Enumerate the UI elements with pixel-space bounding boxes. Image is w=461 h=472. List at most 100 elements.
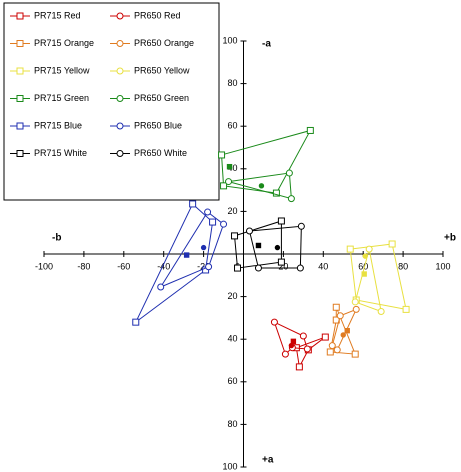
legend-marker [16,122,24,130]
legend-label: PR650 Blue [134,120,182,130]
y-tick-label: 80 [227,78,237,88]
legend-marker [16,67,24,75]
data-point [285,169,293,177]
y-axis-label-neg: -a [262,39,271,50]
data-point [245,227,253,235]
legend-marker [16,150,24,157]
y-tick-label: 40 [227,334,237,344]
data-point [306,126,314,134]
data-point [332,303,340,311]
x-tick-label: -60 [117,261,130,271]
legend-marker [16,95,24,102]
mean-point [258,183,265,189]
x-tick-label: 20 [278,261,288,271]
y-axis-label-pos: +a [262,455,274,466]
x-tick-label: 60 [358,261,368,271]
data-point [328,342,336,350]
mean-point [183,252,190,258]
legend-box [3,2,220,201]
legend-label: PR650 Yellow [134,65,190,75]
y-tick-label: 40 [227,163,237,173]
legend-marker [116,40,124,47]
data-point [303,345,311,353]
mean-point [288,342,295,349]
data-point [296,264,304,272]
data-point [157,283,165,291]
data-point [336,312,344,320]
data-point [297,222,305,230]
data-point [205,263,213,271]
data-point [254,264,262,272]
legend-marker [116,95,124,102]
mean-point [255,242,262,249]
legend-marker [116,12,124,20]
legend-marker [116,150,124,157]
data-point [231,232,239,240]
data-point [209,218,217,226]
x-tick-label: -40 [157,261,170,271]
data-point [218,151,226,159]
legend-label: PR650 Green [134,93,189,103]
mean-point [362,253,368,259]
data-point [225,178,233,186]
legend-label: PR650 Orange [134,38,194,48]
data-point [333,346,341,354]
legend-label: PR715 Green [34,93,89,103]
data-point [281,350,289,358]
data-point [277,258,285,266]
data-point [351,350,359,358]
data-point [402,305,410,313]
data-point [388,240,396,248]
data-point [220,182,228,190]
data-point [189,200,197,208]
legend-label: PR715 White [34,148,87,158]
legend-marker [16,12,24,20]
y-tick-label: 20 [227,291,237,301]
x-axis-label-neg: -b [52,233,61,244]
legend-marker [16,40,24,47]
data-point [352,305,360,313]
data-point [351,298,359,306]
x-tick-label: 40 [318,261,328,271]
data-point [326,348,334,356]
y-tick-label: 60 [227,376,237,386]
data-point [132,318,140,326]
data-point [204,208,212,216]
data-point [365,245,373,253]
data-point [346,245,354,253]
y-tick-label: 20 [227,206,237,216]
mean-point [226,163,233,170]
legend-marker [116,122,124,130]
legend-label: PR715 Yellow [34,65,90,75]
legend-label: PR715 Blue [34,120,82,130]
series-outline [228,172,292,200]
mean-point [274,244,281,251]
data-point [220,220,228,228]
mean-point [361,271,367,277]
mean-point [290,338,297,345]
legend-marker [116,67,124,75]
x-tick-label: 100 [435,261,450,271]
data-point [377,308,385,316]
data-point [295,363,303,371]
x-tick-label: -100 [35,261,53,271]
legend-label: PR715 Orange [34,38,94,48]
y-tick-label: 100 [222,461,237,471]
data-point [277,217,285,225]
legend-label: PR650 White [134,148,187,158]
x-axis-label-pos: +b [444,233,456,244]
mean-point [200,244,207,251]
x-tick-label: 80 [398,261,408,271]
data-point [234,264,242,272]
legend-label: PR715 Red [34,10,81,20]
y-tick-label: 100 [222,35,237,45]
mean-point [340,332,346,338]
y-tick-label: 60 [227,121,237,131]
data-point [270,318,278,326]
y-tick-label: 80 [227,419,237,429]
x-tick-label: -80 [77,261,90,271]
data-point [321,333,329,341]
series-outline [354,248,382,313]
data-point [287,195,295,203]
